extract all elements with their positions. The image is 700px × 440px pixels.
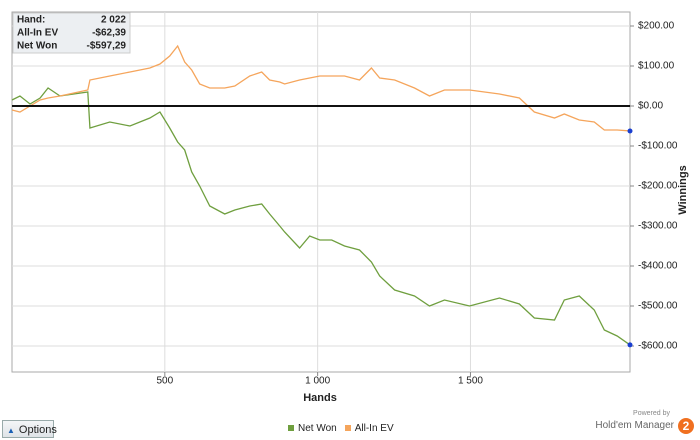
y-tick-label: $100.00 <box>638 61 675 72</box>
options-button[interactable]: ▲ Options <box>2 420 57 438</box>
info-box-bg <box>12 12 131 54</box>
x-tick-label: 1 500 <box>458 376 483 387</box>
y-tick-label: $200.00 <box>638 21 675 32</box>
info-label: Hand: <box>17 15 45 26</box>
series-line <box>11 44 631 132</box>
x-tick-label: 500 <box>156 376 173 387</box>
options-label: Options <box>18 424 57 436</box>
brand: Powered by Hold'em Manager 2 <box>595 410 694 435</box>
info-label: All-In EV <box>17 28 58 39</box>
y-axis-label: Winnings <box>677 165 689 214</box>
legend-item[interactable]: Net Won <box>288 423 337 434</box>
y-tick-label: -$100.00 <box>638 141 678 152</box>
info-label: Net Won <box>17 41 57 52</box>
brand-name: Hold'em Manager <box>595 420 674 432</box>
y-tick-label: -$600.00 <box>638 341 678 352</box>
legend-item[interactable]: All-In EV <box>344 423 394 434</box>
bottom-bar: ▲ Options Powered by Hold'em Manager 2 Net… <box>0 410 700 439</box>
brand-logo: 2 <box>678 417 694 434</box>
info-box: Hand: 2 022 All-In EV -$62,39 Net Won -$597,2… <box>12 12 131 54</box>
legend-swatch <box>344 425 351 431</box>
powered-by: Powered by <box>633 410 670 417</box>
x-axis-label: Hands <box>303 392 337 404</box>
chart: Hands Winnings $200.00 $100.00 $0.00 -$100.… <box>11 11 689 404</box>
legend-label: All-In EV <box>354 423 394 434</box>
y-tick-label: -$200.00 <box>638 181 678 192</box>
x-tick-label: 1 000 <box>305 376 330 387</box>
legend-swatch <box>288 425 294 431</box>
legend: Net Won All-In EV <box>288 423 402 434</box>
series-line <box>11 87 631 346</box>
info-value: 2 022 <box>101 15 126 26</box>
end-marker <box>627 342 633 348</box>
y-tick-label: -$300.00 <box>638 221 678 232</box>
y-tick-label: -$500.00 <box>638 301 678 312</box>
y-tick-label: $0.00 <box>638 101 663 112</box>
legend-label: Net Won <box>298 423 337 434</box>
end-marker <box>627 128 633 134</box>
info-value: -$597,29 <box>87 41 127 52</box>
y-tick-label: -$400.00 <box>638 261 678 272</box>
info-value: -$62,39 <box>92 28 126 39</box>
